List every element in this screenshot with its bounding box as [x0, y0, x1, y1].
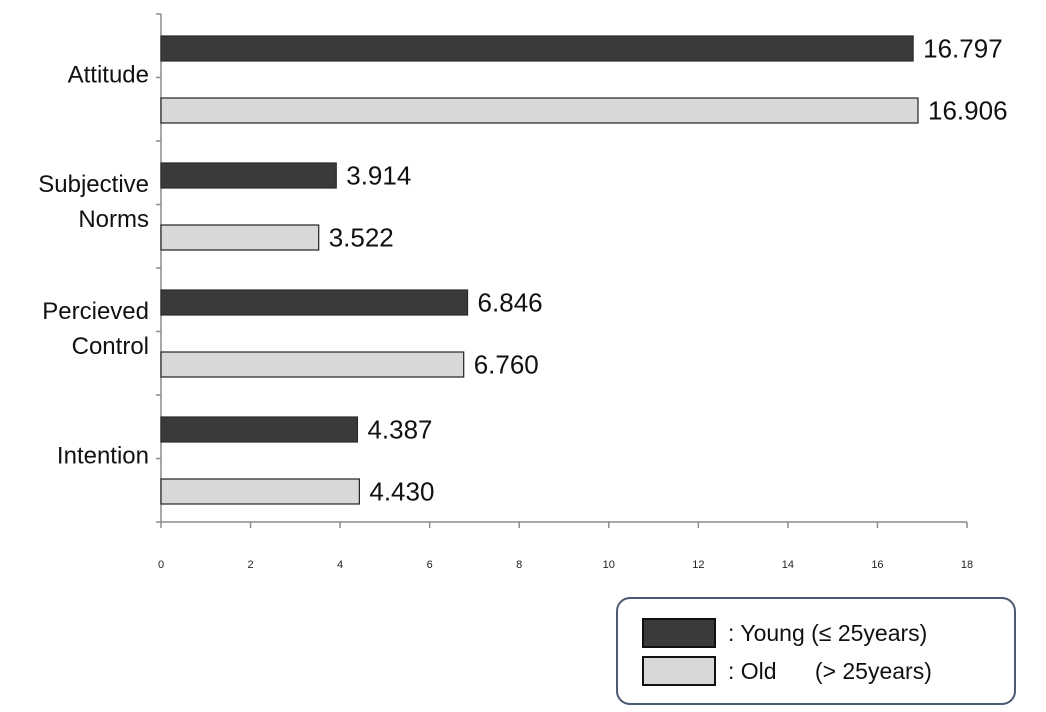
bar-young — [160, 162, 337, 189]
bar-young — [160, 289, 469, 316]
category-label: Subjective — [38, 171, 149, 198]
x-tick-label: 14 — [782, 559, 794, 571]
x-tick-label: 16 — [871, 559, 883, 571]
category-label: Percieved — [42, 298, 149, 325]
x-tick-label: 6 — [427, 559, 433, 571]
data-label: 4.430 — [369, 477, 434, 507]
legend-item-old: : Old (> 25years) — [642, 653, 932, 689]
category-label: Attitude — [68, 62, 149, 89]
x-tick-label: 8 — [516, 559, 522, 571]
data-label: 16.797 — [923, 34, 1003, 64]
x-tick-label: 12 — [692, 559, 704, 571]
data-label: 6.760 — [474, 350, 539, 380]
legend-item-young: : Young (≤ 25years) — [642, 615, 927, 651]
x-tick-label: 10 — [603, 559, 615, 571]
legend-swatch-young — [642, 618, 716, 648]
bar-young — [160, 35, 914, 62]
x-tick-label: 2 — [247, 559, 253, 571]
x-tick-label: 4 — [337, 559, 343, 571]
data-label: 16.906 — [928, 96, 1008, 126]
category-label: Norms — [78, 206, 149, 233]
data-label: 3.914 — [346, 161, 411, 191]
legend: : Young (≤ 25years) : Old (> 25years) — [616, 597, 1016, 705]
legend-swatch-old — [642, 656, 716, 686]
bar-old — [160, 478, 360, 505]
x-tick-label: 18 — [961, 559, 973, 571]
category-label: Control — [72, 333, 149, 360]
legend-label-old: : Old (> 25years) — [728, 658, 932, 684]
bar-old — [160, 351, 465, 378]
data-label: 6.846 — [478, 288, 543, 318]
legend-label-young: : Young (≤ 25years) — [728, 620, 928, 646]
data-label: 4.387 — [367, 415, 432, 445]
bar-old — [160, 97, 919, 124]
bar-young — [160, 416, 359, 443]
x-tick-label: 0 — [158, 559, 164, 571]
bar-old — [160, 224, 320, 251]
category-label: Intention — [57, 443, 149, 470]
data-label: 3.522 — [329, 223, 394, 253]
